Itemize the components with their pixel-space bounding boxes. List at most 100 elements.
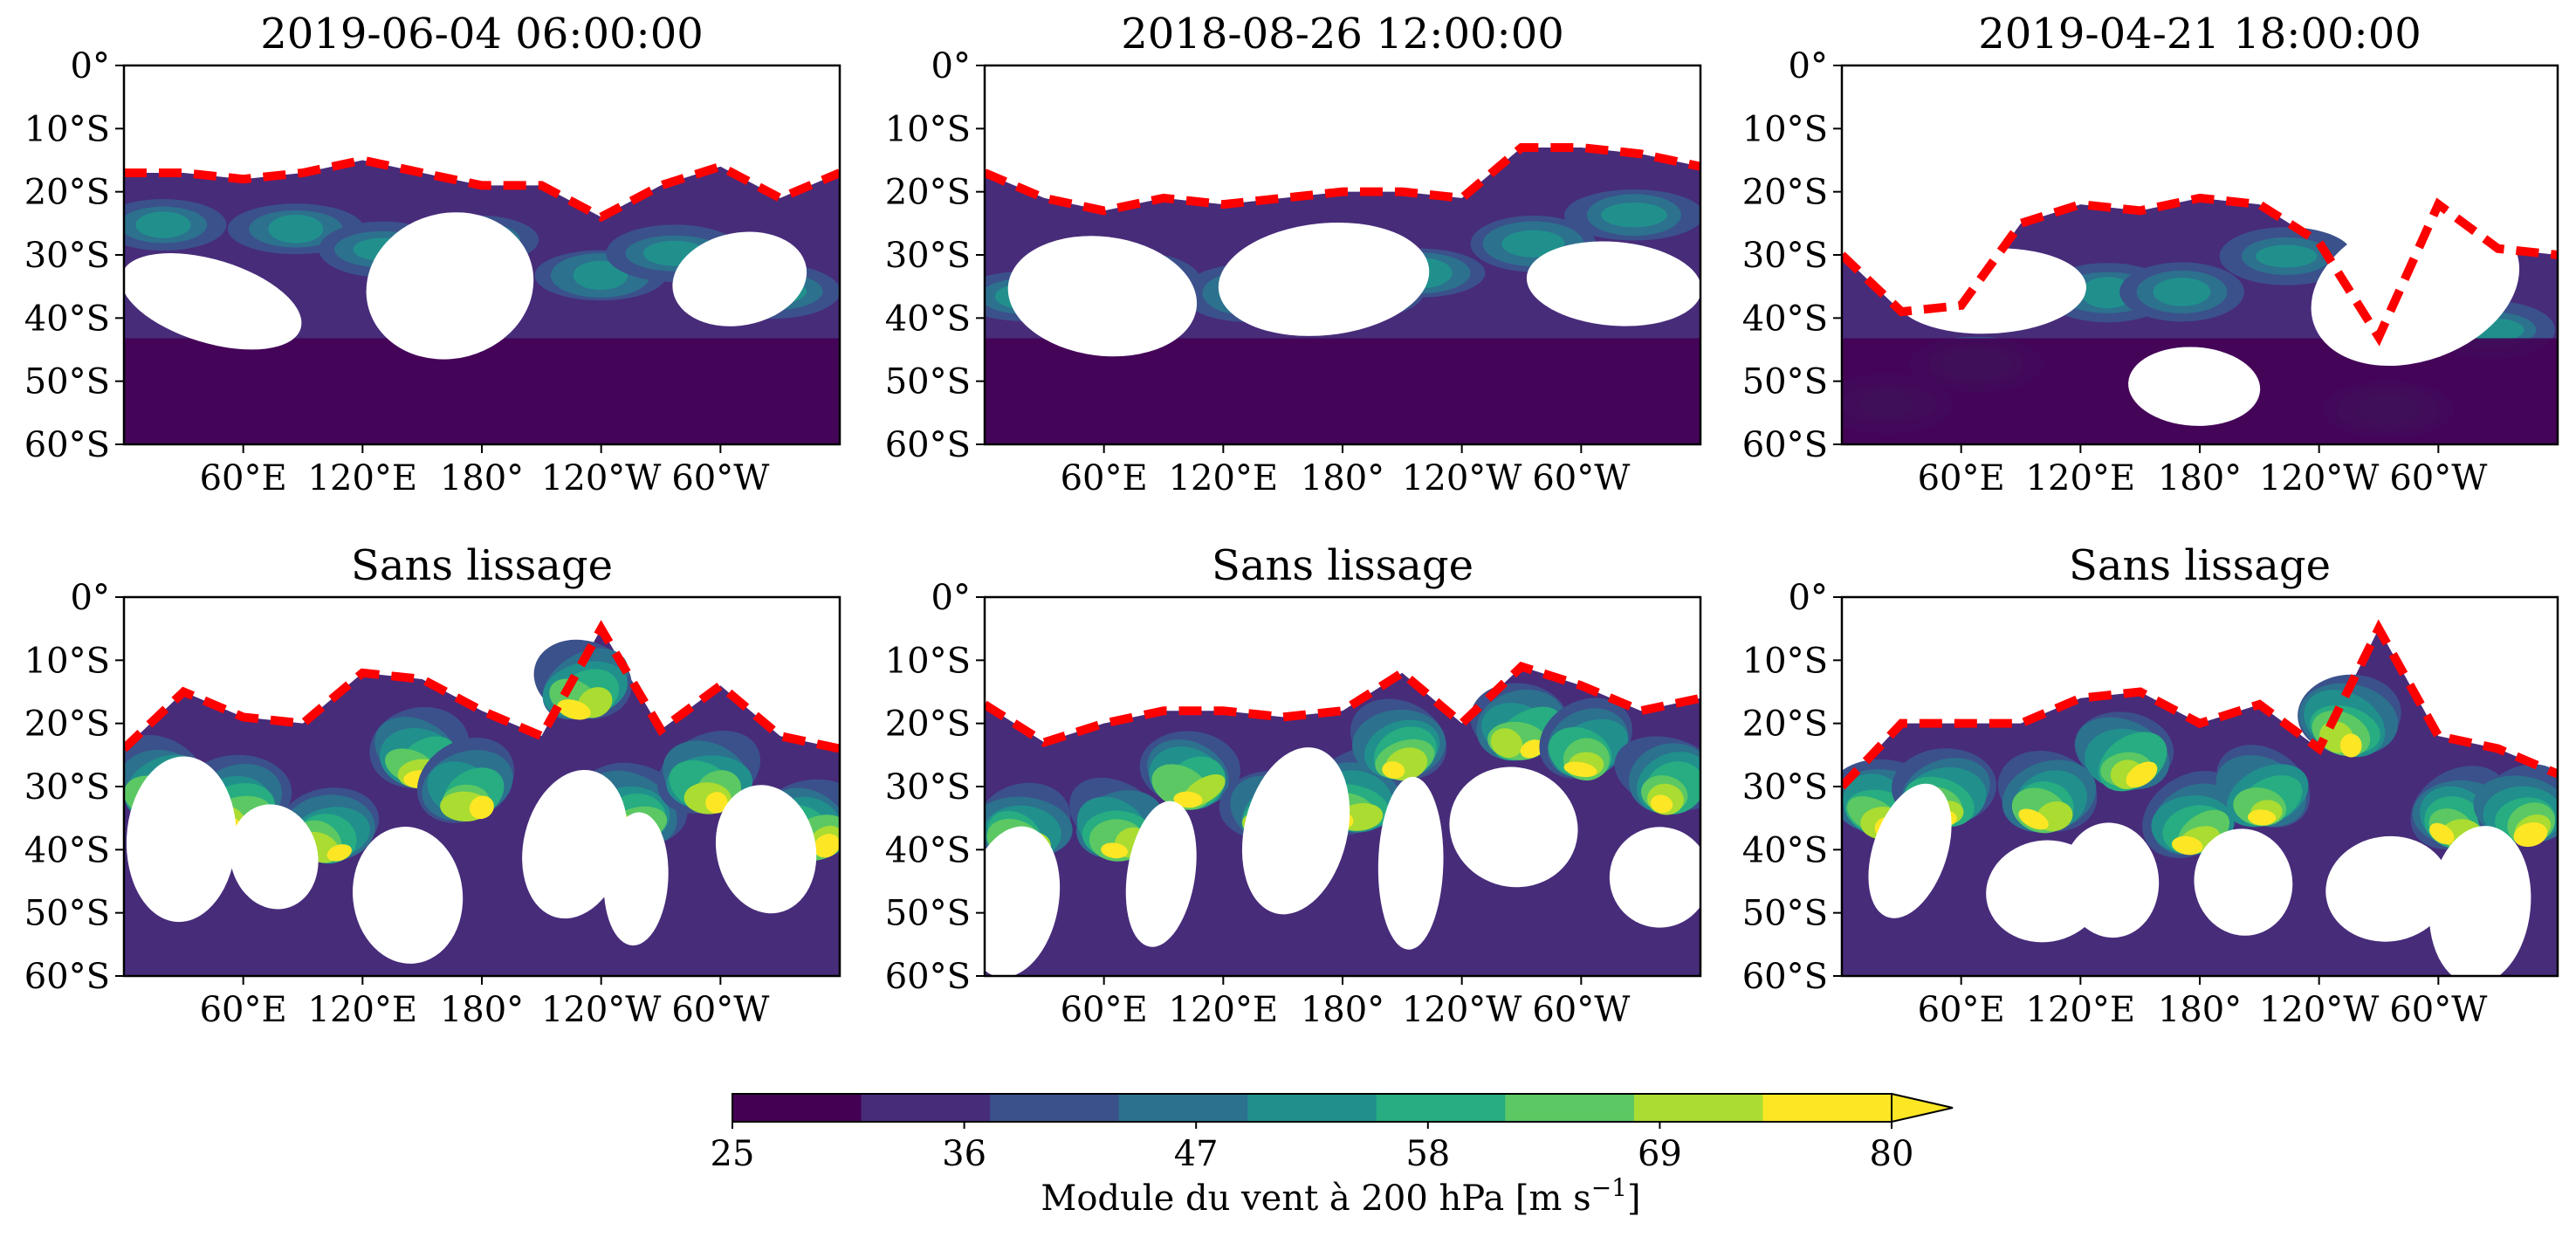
y-tick-label: 40°S bbox=[24, 299, 110, 339]
wind-field bbox=[1842, 629, 2558, 976]
no-data-region bbox=[2428, 826, 2531, 976]
no-data-region bbox=[1241, 747, 1350, 915]
wind-field bbox=[985, 148, 1700, 444]
jet-contour bbox=[1173, 791, 1203, 808]
y-tick-label: 20°S bbox=[24, 173, 110, 213]
no-data-region bbox=[230, 804, 319, 910]
y-tick-label: 0° bbox=[931, 46, 971, 86]
jet-contour bbox=[2126, 761, 2158, 788]
colorbar: 25 36 47 58 69 80 Module du vent à 200 hPa [m … bbox=[711, 1092, 1954, 1219]
no-data-region bbox=[1007, 236, 1198, 357]
colorbar-tick-label: 25 bbox=[711, 1134, 755, 1174]
boundary-line bbox=[124, 155, 840, 223]
wind-field bbox=[985, 666, 1700, 976]
y-tick-label: 30°S bbox=[885, 767, 971, 807]
no-data-region bbox=[522, 770, 628, 919]
y-tick-label: 0° bbox=[931, 578, 971, 618]
y-tick-label: 30°S bbox=[1742, 767, 1828, 807]
colorbar-segment bbox=[1376, 1094, 1506, 1122]
y-tick-label: 30°S bbox=[24, 767, 110, 807]
x-tick-label: 120°W bbox=[541, 458, 661, 498]
no-data-region bbox=[1449, 766, 1578, 888]
jet-contour bbox=[2513, 822, 2548, 848]
colorbar-tick-label: 80 bbox=[1870, 1134, 1914, 1174]
x-tick-label: 180° bbox=[2158, 990, 2242, 1030]
no-data-region bbox=[603, 812, 669, 946]
panel-title: 2019-06-04 06:00:00 bbox=[260, 10, 704, 58]
no-data-region bbox=[126, 756, 237, 923]
wind-field bbox=[124, 160, 840, 444]
x-tick-label: 180° bbox=[1301, 990, 1384, 1030]
jet-contour bbox=[1650, 794, 1673, 814]
colorbar-extend-arrow bbox=[1891, 1092, 1954, 1124]
y-tick-label: 0° bbox=[1789, 578, 1828, 618]
wind-field bbox=[1842, 197, 2558, 444]
x-tick-label: 120°W bbox=[2259, 990, 2379, 1030]
jet-contour bbox=[2018, 808, 2049, 830]
panel-title: Sans lissage bbox=[1212, 541, 1473, 590]
y-tick-label: 0° bbox=[71, 578, 110, 618]
y-tick-label: 40°S bbox=[1742, 299, 1828, 339]
jet-contour bbox=[2153, 278, 2211, 306]
jet-contour bbox=[1490, 728, 1523, 758]
x-tick-label: 60°W bbox=[2389, 458, 2487, 498]
jet-contour bbox=[2339, 733, 2362, 758]
x-tick-label: 60°W bbox=[671, 458, 769, 498]
jet-contour bbox=[2255, 244, 2318, 268]
y-tick-label: 60°S bbox=[24, 957, 110, 997]
y-tick-label: 30°S bbox=[1742, 236, 1828, 276]
y-tick-label: 10°S bbox=[1742, 109, 1828, 149]
no-data-region bbox=[672, 231, 807, 326]
jet-contour bbox=[326, 844, 352, 862]
panel-title: Sans lissage bbox=[2069, 541, 2331, 590]
jet-contour bbox=[2081, 277, 2134, 309]
y-tick-label: 20°S bbox=[24, 704, 110, 745]
jet-contour bbox=[1382, 761, 1405, 780]
y-tick-label: 10°S bbox=[885, 641, 971, 681]
y-tick-label: 40°S bbox=[24, 830, 110, 870]
jet-contour bbox=[557, 699, 591, 720]
colorbar-tick-label: 58 bbox=[1405, 1134, 1450, 1174]
colorbar-tick-label: 36 bbox=[942, 1134, 986, 1174]
y-tick-label: 60°S bbox=[885, 957, 971, 997]
jet-contour bbox=[814, 834, 840, 858]
panel-title: 2019-04-21 18:00:00 bbox=[1978, 10, 2421, 58]
x-tick-label: 60°W bbox=[1532, 990, 1630, 1030]
y-tick-label: 50°S bbox=[24, 894, 110, 934]
y-tick-label: 10°S bbox=[1742, 641, 1828, 681]
x-tick-label: 60°E bbox=[200, 990, 287, 1030]
x-tick-label: 180° bbox=[1301, 458, 1384, 498]
colorbar-label: Module du vent à 200 hPa [m s−1] bbox=[1041, 1173, 1640, 1219]
x-tick-label: 60°E bbox=[1918, 990, 2005, 1030]
jet-contour bbox=[1101, 842, 1128, 859]
no-data-region bbox=[1868, 783, 1952, 918]
no-data-region bbox=[353, 827, 464, 964]
y-tick-label: 60°S bbox=[1742, 425, 1828, 465]
x-tick-label: 60°W bbox=[1532, 458, 1630, 498]
wind-field bbox=[124, 629, 840, 976]
y-tick-label: 0° bbox=[71, 46, 110, 86]
no-data-region bbox=[985, 826, 1061, 976]
colorbar-segment bbox=[732, 1094, 862, 1122]
x-tick-label: 120°W bbox=[541, 990, 661, 1030]
x-tick-label: 180° bbox=[2158, 458, 2242, 498]
y-tick-label: 20°S bbox=[1742, 704, 1828, 745]
panel-1: 2019-06-04 06:00:00 0° 10°S 20°S 30°S 40°S 50°… bbox=[24, 10, 841, 498]
x-tick-label: 120°W bbox=[1402, 990, 1522, 1030]
x-tick-label: 60°E bbox=[1061, 458, 1148, 498]
y-tick-label: 30°S bbox=[24, 236, 110, 276]
panel-title: 2018-08-26 12:00:00 bbox=[1121, 10, 1564, 58]
x-tick-label: 120°E bbox=[308, 458, 418, 498]
x-tick-label: 60°E bbox=[200, 458, 287, 498]
y-tick-label: 40°S bbox=[885, 299, 971, 339]
jet-contour bbox=[573, 260, 629, 291]
no-data-region bbox=[1377, 776, 1444, 950]
x-tick-label: 120°E bbox=[308, 990, 418, 1030]
y-tick-label: 20°S bbox=[1742, 173, 1828, 213]
colorbar-tick-label: 47 bbox=[1174, 1134, 1219, 1174]
jet-contour bbox=[1501, 230, 1565, 258]
colorbar-segment bbox=[1633, 1094, 1763, 1122]
no-data-region bbox=[2325, 835, 2450, 942]
x-tick-label: 60°W bbox=[2389, 990, 2487, 1030]
boundary-line bbox=[985, 143, 1700, 216]
